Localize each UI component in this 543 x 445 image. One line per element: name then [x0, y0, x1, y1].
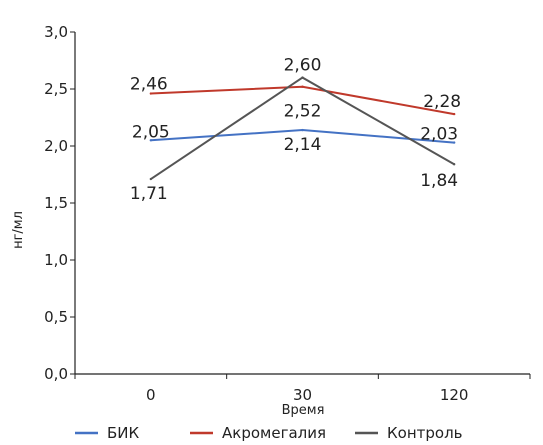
data-point [452, 141, 456, 144]
y-tick-label: 3,0 [44, 23, 68, 41]
chart-legend: БИК Акромегалия Контроль [75, 424, 463, 442]
data-point [149, 92, 153, 95]
data-labels: 2,05 2,14 2,03 2,46 2,52 2,28 1,71 2,60 1,84 [130, 56, 461, 204]
data-point [301, 76, 304, 79]
y-axis-ticks: 0,0 0,5 1,0 1,5 2,0 2,5 3,0 [44, 23, 75, 383]
chart-series [149, 76, 456, 181]
y-tick-label: 1,0 [44, 251, 68, 269]
data-label: 1,84 [420, 171, 458, 191]
legend-label-3: Контроль [387, 424, 463, 442]
data-label: 2,52 [284, 102, 322, 122]
y-tick-label: 1,5 [44, 194, 68, 212]
data-point [149, 139, 153, 142]
data-label: 2,46 [130, 75, 168, 95]
legend-label-1: БИК [107, 424, 140, 442]
data-label: 2,05 [132, 122, 170, 142]
data-label: 2,14 [284, 135, 322, 155]
data-point [149, 177, 153, 181]
series-line-3 [150, 76, 455, 180]
x-axis-ticks: 0 30 120 [74, 374, 531, 404]
legend-label-2: Акромегалия [222, 424, 326, 442]
data-point [301, 128, 304, 132]
y-tick-label: 2,0 [44, 137, 68, 155]
data-label: 2,03 [420, 125, 458, 145]
data-point [452, 163, 456, 166]
x-axis-title: Время [282, 403, 325, 418]
y-tick-label: 2,5 [44, 80, 68, 98]
y-axis-title: нг/мл [11, 211, 26, 249]
data-point [301, 85, 304, 88]
x-tick-label: 30 [293, 386, 312, 404]
x-tick-label: 120 [440, 386, 469, 404]
data-label: 1,71 [130, 184, 168, 204]
data-label: 2,60 [284, 56, 322, 76]
y-tick-label: 0,0 [44, 365, 68, 383]
data-label: 2,28 [423, 92, 461, 112]
y-tick-label: 0,5 [44, 308, 68, 326]
data-point [452, 112, 456, 116]
x-tick-label: 0 [146, 386, 156, 404]
